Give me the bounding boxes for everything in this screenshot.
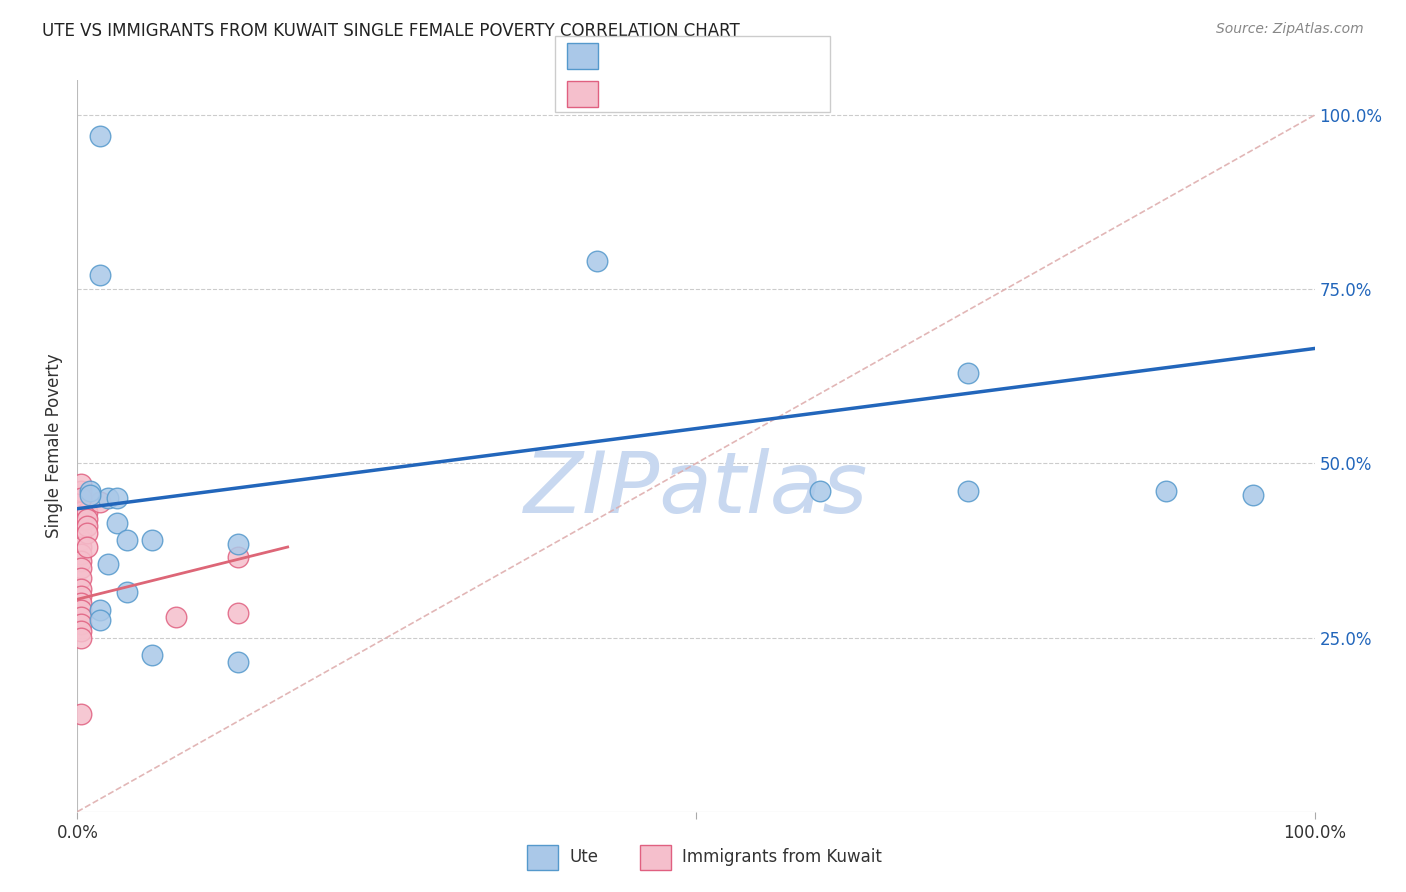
Point <box>1241 488 1264 502</box>
Point <box>115 533 138 547</box>
Point <box>226 655 249 669</box>
Point <box>808 484 831 499</box>
Point <box>70 526 93 541</box>
Point <box>79 488 101 502</box>
Text: Source: ZipAtlas.com: Source: ZipAtlas.com <box>1216 22 1364 37</box>
Point <box>76 540 98 554</box>
Point <box>76 505 98 519</box>
Point <box>89 603 111 617</box>
Point <box>105 491 128 506</box>
Point <box>76 519 98 533</box>
Point <box>70 624 93 638</box>
Point <box>76 526 98 541</box>
Point <box>70 571 93 585</box>
Point <box>70 477 93 491</box>
Point <box>89 613 111 627</box>
Point <box>70 561 93 575</box>
Text: R =: R = <box>606 47 643 65</box>
Y-axis label: Single Female Poverty: Single Female Poverty <box>45 354 63 538</box>
Point <box>105 516 128 530</box>
Point <box>70 484 93 499</box>
Text: 0.325: 0.325 <box>651 47 703 65</box>
Point <box>70 491 93 506</box>
Point <box>70 589 93 603</box>
Point <box>586 254 609 268</box>
Point <box>70 582 93 596</box>
Point <box>70 498 93 512</box>
Point <box>97 558 120 572</box>
Point <box>70 516 93 530</box>
Point <box>70 616 93 631</box>
Point <box>141 648 163 662</box>
Text: 33: 33 <box>763 85 787 103</box>
Point <box>79 484 101 499</box>
Text: 22: 22 <box>763 47 787 65</box>
Point <box>70 533 93 547</box>
Point <box>70 596 93 610</box>
Point <box>70 603 93 617</box>
Point <box>97 491 120 506</box>
Point <box>70 547 93 561</box>
Point <box>70 540 93 554</box>
Point <box>70 707 93 722</box>
Point <box>1154 484 1177 499</box>
Point <box>70 505 93 519</box>
Point <box>957 484 980 499</box>
Text: UTE VS IMMIGRANTS FROM KUWAIT SINGLE FEMALE POVERTY CORRELATION CHART: UTE VS IMMIGRANTS FROM KUWAIT SINGLE FEM… <box>42 22 740 40</box>
Point <box>70 512 93 526</box>
Point <box>226 550 249 565</box>
Point <box>70 554 93 568</box>
Point <box>70 505 93 519</box>
Point <box>76 512 98 526</box>
Point <box>957 366 980 380</box>
Text: ZIPatlas: ZIPatlas <box>524 449 868 532</box>
Point <box>70 631 93 645</box>
Text: N =: N = <box>707 85 755 103</box>
Point <box>165 609 187 624</box>
Point <box>89 494 111 508</box>
Point <box>89 268 111 283</box>
Point <box>226 536 249 550</box>
Point <box>115 585 138 599</box>
Text: R =: R = <box>606 85 643 103</box>
Text: N =: N = <box>707 47 755 65</box>
Point <box>70 609 93 624</box>
Text: Ute: Ute <box>569 848 599 866</box>
Point <box>141 533 163 547</box>
Text: 0.219: 0.219 <box>651 85 703 103</box>
Point <box>89 128 111 143</box>
Text: Immigrants from Kuwait: Immigrants from Kuwait <box>682 848 882 866</box>
Point <box>226 606 249 620</box>
